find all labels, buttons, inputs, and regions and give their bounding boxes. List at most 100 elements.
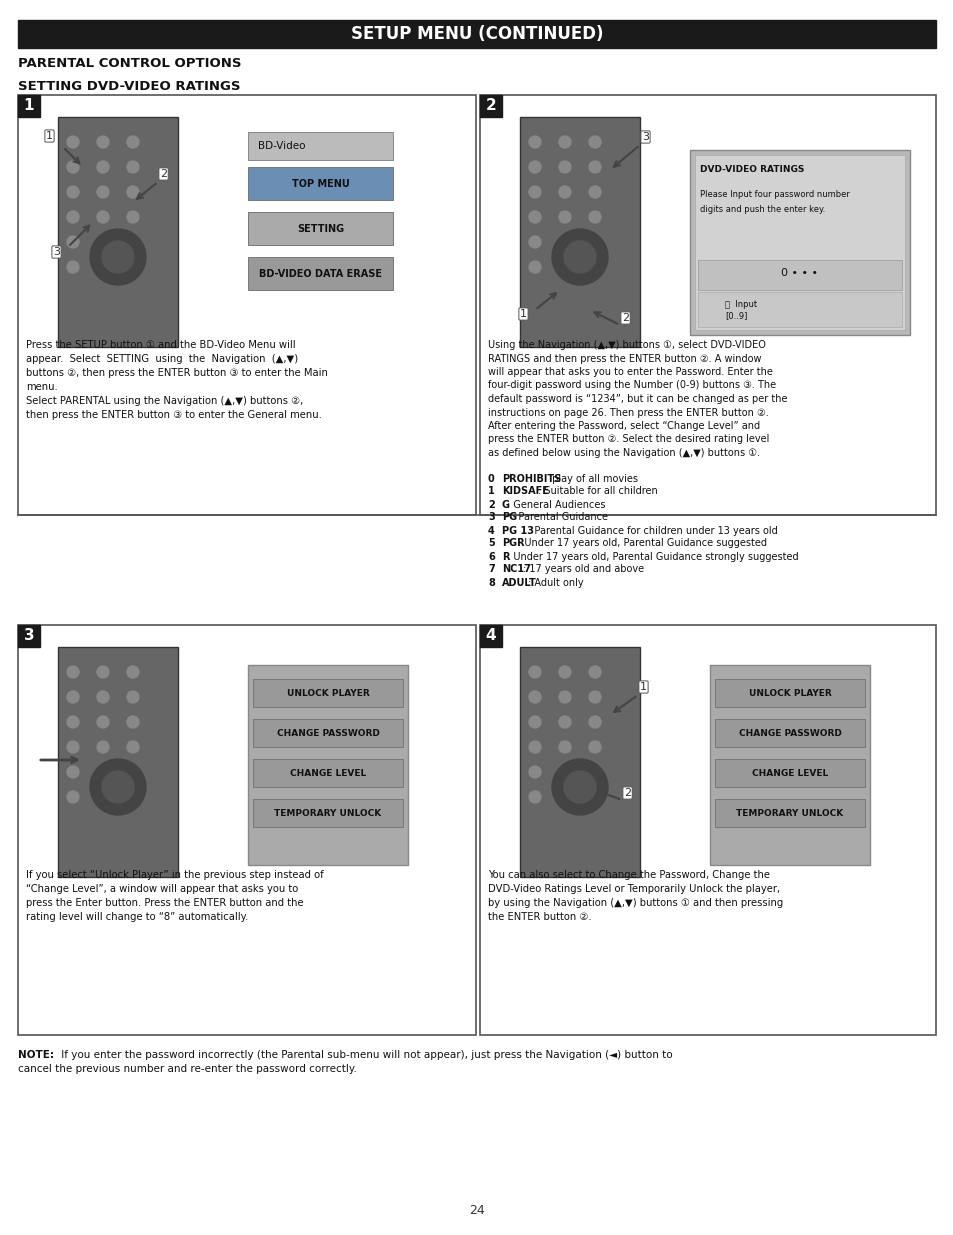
Circle shape [588,136,600,148]
Circle shape [67,211,79,224]
Circle shape [552,228,607,285]
Text: SETTING: SETTING [296,224,344,233]
Text: 0: 0 [488,473,495,483]
Circle shape [67,790,79,803]
Circle shape [97,136,109,148]
Text: will appear that asks you to enter the Password. Enter the: will appear that asks you to enter the P… [488,367,772,377]
Bar [18,95,476,515]
Bar [253,719,402,747]
Text: Select PARENTAL using the Navigation (▲,▼) buttons ②,: Select PARENTAL using the Navigation (▲,… [26,396,303,406]
Circle shape [67,161,79,173]
Circle shape [97,666,109,678]
Circle shape [588,790,600,803]
Text: BD-VIDEO DATA ERASE: BD-VIDEO DATA ERASE [258,269,381,279]
Bar [18,95,40,117]
Text: CHANGE LEVEL: CHANGE LEVEL [751,768,827,778]
Circle shape [588,211,600,224]
Bar [695,156,904,330]
Circle shape [97,716,109,727]
Circle shape [67,136,79,148]
Text: the ENTER button ②.: the ENTER button ②. [488,911,591,923]
Circle shape [127,161,139,173]
Text: 3: 3 [53,247,60,257]
Text: KIDSAFE: KIDSAFE [501,487,548,496]
Circle shape [67,186,79,198]
Text: 1: 1 [488,487,495,496]
Text: default password is “1234”, but it can be changed as per the: default password is “1234”, but it can b… [488,394,786,404]
Circle shape [97,236,109,248]
Circle shape [558,261,571,273]
Text: instructions on page 26. Then press the ENTER button ②.: instructions on page 26. Then press the … [488,408,768,417]
Text: 2: 2 [485,99,496,114]
Text: 🔒  Input
[0..9]: 🔒 Input [0..9] [724,300,757,320]
Bar [18,625,40,647]
Text: BD-Video: BD-Video [257,141,305,151]
Circle shape [558,211,571,224]
Text: PGR: PGR [501,538,524,548]
Text: CHANGE PASSWORD: CHANGE PASSWORD [276,729,379,737]
Bar [479,625,935,1035]
Text: CHANGE LEVEL: CHANGE LEVEL [290,768,366,778]
Circle shape [588,161,600,173]
Text: Using the Navigation (▲,▼) buttons ①, select DVD-VIDEO: Using the Navigation (▲,▼) buttons ①, se… [488,340,765,350]
Text: DVD-Video Ratings Level or Temporarily Unlock the player,: DVD-Video Ratings Level or Temporarily U… [488,884,780,894]
Text: then press the ENTER button ③ to enter the General menu.: then press the ENTER button ③ to enter t… [26,410,321,420]
Circle shape [529,161,540,173]
Text: SETTING DVD-VIDEO RATINGS: SETTING DVD-VIDEO RATINGS [18,80,240,93]
Text: PG: PG [501,513,517,522]
Text: : Under 17 years old, Parental Guidance strongly suggested: : Under 17 years old, Parental Guidance … [507,552,798,562]
Text: 1: 1 [46,131,53,141]
Text: 24: 24 [469,1203,484,1216]
Circle shape [588,716,600,727]
Text: PARENTAL CONTROL OPTIONS: PARENTAL CONTROL OPTIONS [18,57,241,70]
Text: R: R [501,552,509,562]
Bar [248,132,393,161]
Text: 3: 3 [641,132,648,142]
Circle shape [90,760,146,815]
Text: UNLOCK PLAYER: UNLOCK PLAYER [286,688,369,698]
Circle shape [558,161,571,173]
Circle shape [588,766,600,778]
Circle shape [558,666,571,678]
Bar [714,719,864,747]
Circle shape [102,241,133,273]
Bar [519,647,639,877]
Circle shape [558,716,571,727]
Circle shape [529,211,540,224]
Circle shape [529,741,540,753]
Bar [714,799,864,827]
Circle shape [529,766,540,778]
Circle shape [127,211,139,224]
Text: 8: 8 [488,578,495,588]
Bar [689,149,909,335]
Text: 1: 1 [519,309,526,319]
Text: by using the Navigation (▲,▼) buttons ① and then pressing: by using the Navigation (▲,▼) buttons ① … [488,898,782,908]
Circle shape [97,261,109,273]
Circle shape [127,692,139,703]
Bar [248,257,393,290]
Bar [18,625,476,1035]
Bar [248,212,393,245]
Circle shape [529,716,540,727]
Text: 4: 4 [488,526,495,536]
Text: menu.: menu. [26,382,58,391]
Text: TEMPORARY UNLOCK: TEMPORARY UNLOCK [274,809,381,818]
Text: 1: 1 [24,99,34,114]
Text: : 17 years old and above: : 17 years old and above [522,564,643,574]
Text: UNLOCK PLAYER: UNLOCK PLAYER [748,688,830,698]
Text: play of all movies: play of all movies [548,473,638,483]
Text: 5: 5 [488,538,495,548]
Text: 6: 6 [488,552,495,562]
Text: 2: 2 [623,788,631,798]
Text: RATINGS and then press the ENTER button ②. A window: RATINGS and then press the ENTER button … [488,353,760,363]
Bar [253,679,402,706]
Circle shape [127,666,139,678]
Circle shape [563,771,596,803]
Circle shape [588,261,600,273]
Circle shape [67,716,79,727]
Circle shape [588,236,600,248]
Text: 1: 1 [639,682,646,692]
Circle shape [529,790,540,803]
Circle shape [552,760,607,815]
Circle shape [529,236,540,248]
